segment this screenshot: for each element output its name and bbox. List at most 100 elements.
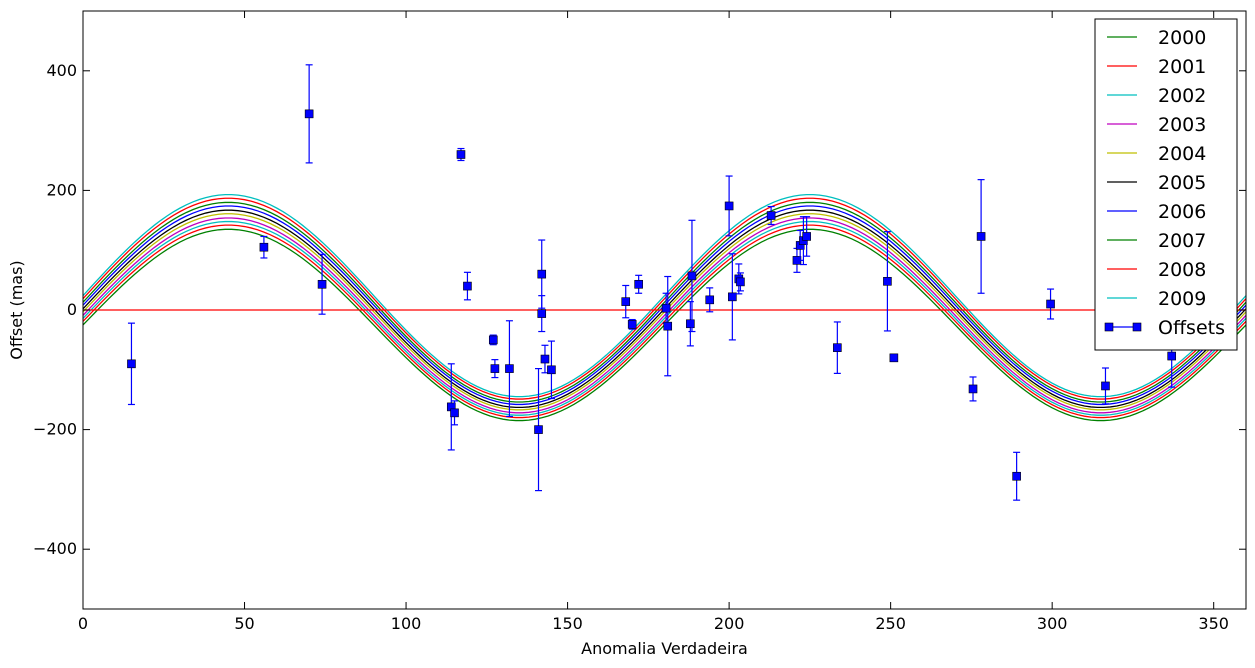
offset-point-37 [976,179,986,294]
x-tick-label: 350 [1198,614,1229,633]
offset-point-13 [537,295,547,333]
offset-point-27 [736,272,745,292]
offset-marker [490,364,500,373]
offset-marker [1012,471,1021,481]
legend-label-2007: 2007 [1158,230,1206,252]
x-tick-label: 0 [78,614,88,633]
y-axis-label: Offset (mas) [7,260,26,359]
offset-point-32 [802,216,811,257]
offset-point-17 [627,318,637,330]
y-tick-label: 400 [46,61,77,80]
offset-point-25 [728,253,737,341]
offset-point-33 [833,321,842,374]
offset-marker [621,297,631,306]
x-tick-label: 100 [391,614,422,633]
offset-point-28 [766,205,776,226]
y-tick-label: 0 [67,300,77,319]
offset-marker [883,276,892,286]
offset-marker [736,277,745,287]
series-line-2008 [83,197,1246,400]
offset-marker [534,425,543,434]
offset-point-18 [634,274,643,294]
offset-point-0 [127,322,136,406]
legend-label-2002: 2002 [1158,85,1206,107]
offset-marker [540,354,550,364]
offset-marker [724,201,734,211]
offset-marker [1101,381,1110,391]
series-line-2002 [83,220,1246,416]
x-tick-label: 50 [234,614,254,633]
legend-box [1094,18,1238,351]
x-axis-label: Anomalia Verdadeira [581,639,748,658]
offset-point-36 [968,376,978,402]
offset-marker [127,359,136,369]
y-tick-label: −200 [33,420,77,439]
offset-point-24 [724,175,734,237]
offset-marker [317,279,327,289]
offset-point-8 [488,334,498,346]
offset-point-5 [450,400,459,426]
offset-point-10 [505,320,514,418]
axes: 0 50 100 150 200 250 300 350 −400 −200 0 200 400 [33,11,1246,633]
y-tick-label: 200 [46,180,77,199]
offset-point-34 [883,231,892,332]
offset-marker [547,365,556,375]
x-tick-label: 300 [1037,614,1068,633]
offset-marker [1167,351,1176,361]
series-line-2003 [83,217,1246,414]
offset-point-20 [663,275,673,377]
series-line-2009 [83,194,1246,398]
offset-marker [456,150,466,159]
offset-marker [661,303,671,313]
legend-label-2008: 2008 [1158,259,1206,281]
plot-area [83,64,1246,501]
offset-point-40 [1101,367,1110,405]
offset-point-3 [317,253,327,315]
offset-point-22 [687,219,697,333]
offset-marker [1046,299,1055,309]
offset-marker [505,364,514,373]
legend-label-2000: 2000 [1158,27,1206,49]
offset-marker [259,242,269,252]
legend-label-2001: 2001 [1158,56,1206,78]
offset-marker [968,384,978,394]
legend-label-2004: 2004 [1158,143,1206,165]
offset-marker [833,343,842,352]
legend-label-2005: 2005 [1158,172,1206,194]
offset-marker [663,321,673,331]
x-tick-label: 250 [875,614,906,633]
offset-point-21 [686,301,695,347]
offset-marker [537,309,547,318]
series-line-2001 [83,224,1246,419]
offset-marker [687,271,697,281]
offset-point-2 [304,64,314,164]
legend-label-offsets: Offsets [1158,317,1225,339]
legend: 2000 2001 2002 2003 2004 2005 2006 2007 2008 2009… [1094,18,1238,351]
x-tick-label: 200 [714,614,745,633]
offset-marker [705,295,715,305]
offset-point-38 [1012,451,1021,501]
offset-marker [488,335,498,345]
offset-point-35 [889,353,899,363]
offset-marker [627,320,637,329]
offset-point-23 [705,287,715,313]
offset-marker [463,281,472,291]
offset-point-6 [456,147,466,162]
offset-marker [634,279,643,289]
offset-point-15 [547,340,556,400]
offset-point-9 [490,359,500,379]
offset-marker [686,319,695,329]
offset-marker [802,232,811,241]
offset-point-30 [795,229,805,261]
y-tick-label: −400 [33,539,77,558]
offset-point-11 [534,368,543,492]
series-line-2007 [83,201,1246,403]
legend-label-2006: 2006 [1158,201,1206,223]
offset-marker [976,232,986,241]
offset-marker [537,269,547,279]
x-tick-label: 150 [552,614,583,633]
offset-marker [728,292,737,302]
offset-marker [766,211,776,220]
legend-offsets-marker-right [1132,322,1142,332]
